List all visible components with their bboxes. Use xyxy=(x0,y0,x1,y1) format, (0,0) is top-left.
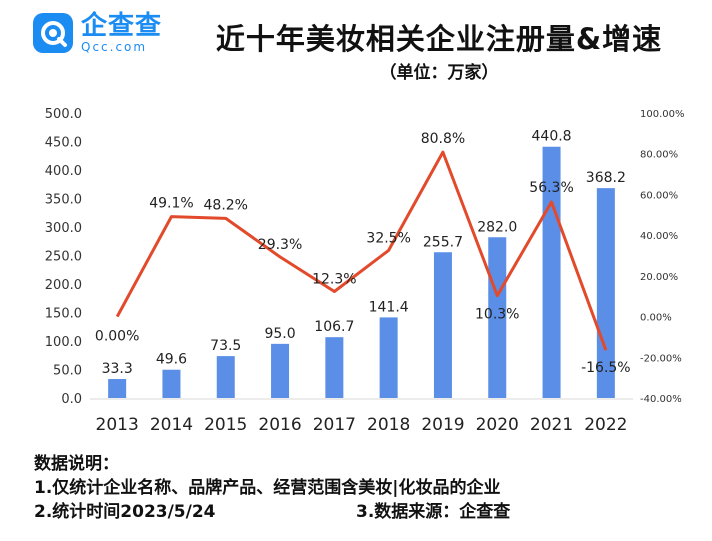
growth-value-label: 10.3% xyxy=(475,307,519,323)
bar-value-label: 368.2 xyxy=(586,170,626,186)
notes-heading: 数据说明： xyxy=(34,454,119,474)
bar-value-label: 282.0 xyxy=(477,219,517,235)
brand-name: 企查查 xyxy=(81,11,163,41)
bar xyxy=(216,356,235,398)
growth-value-label: 56.3% xyxy=(529,180,573,196)
y-left-tick-label: 400.0 xyxy=(45,164,82,179)
growth-line xyxy=(115,150,608,351)
combo-chart: 0.0 50.0 100.0 150.0 200.0 250.0 300.0 350.0 400… xyxy=(45,107,685,435)
y-right-tick-label: -20.00% xyxy=(640,353,682,364)
growth-value-label: 49.1% xyxy=(149,196,193,212)
y-left-tick-label: 50.0 xyxy=(53,364,82,379)
bar-value-label: 95.0 xyxy=(264,326,295,342)
growth-value-label: -16.5% xyxy=(581,360,631,376)
y-left-tick-label: 450.0 xyxy=(45,136,82,151)
bar xyxy=(488,237,507,398)
bar-value-label: 141.4 xyxy=(369,299,409,315)
bar-value-label: 255.7 xyxy=(423,234,463,250)
y-left-tick-label: 150.0 xyxy=(45,307,82,322)
y-left-tick-label: 350.0 xyxy=(45,193,82,208)
qcc-logo-icon xyxy=(33,13,73,53)
growth-value-label: 32.5% xyxy=(366,230,410,246)
y-left-tick-label: 300.0 xyxy=(45,221,82,236)
bar xyxy=(596,188,615,398)
note-date: 2.统计时间2023/5/24 xyxy=(34,502,216,522)
bar-value-label: 106.7 xyxy=(314,319,354,335)
y-right-tick-label: 100.00% xyxy=(640,109,685,120)
x-tick-label: 2021 xyxy=(530,415,573,435)
note-source: 3.数据来源：企查查 xyxy=(356,502,511,522)
y-right-tick-label: 60.00% xyxy=(640,190,678,201)
growth-value-label: 29.3% xyxy=(258,237,302,253)
bar xyxy=(162,369,181,398)
brand-domain: Qcc.com xyxy=(81,40,148,54)
y-left-tick-label: 500.0 xyxy=(45,107,82,122)
y-right-tick-label: -40.00% xyxy=(640,394,682,405)
y-left-tick-label: 200.0 xyxy=(45,278,82,293)
x-tick-label: 2022 xyxy=(584,415,627,435)
note-scope: 1.仅统计企业名称、品牌产品、经营范围含美妆|化妆品的企业 xyxy=(34,478,501,498)
x-tick-label: 2014 xyxy=(150,415,193,435)
x-tick-label: 2016 xyxy=(258,415,301,435)
bar xyxy=(379,317,398,398)
y-left-tick-label: 100.0 xyxy=(45,335,82,350)
growth-value-label: 12.3% xyxy=(312,272,356,288)
bar-value-label: 33.3 xyxy=(102,361,133,377)
bar xyxy=(271,343,290,398)
x-tick-label: 2019 xyxy=(421,415,464,435)
y-right-tick-label: 20.00% xyxy=(640,272,678,283)
y-left-tick-label: 0.0 xyxy=(61,392,82,407)
data-notes: 数据说明： 1.仅统计企业名称、品牌产品、经营范围含美妆|化妆品的企业 2.统计… xyxy=(34,452,684,524)
y-left-tick-label: 250.0 xyxy=(45,250,82,265)
x-tick-label: 2020 xyxy=(476,415,519,435)
y-right-tick-label: 0.00% xyxy=(640,313,672,324)
brand-logo: 企查查 Qcc.com xyxy=(33,12,162,54)
x-tick-label: 2018 xyxy=(367,415,410,435)
bar xyxy=(325,337,344,398)
x-tick-label: 2017 xyxy=(313,415,356,435)
y-right-tick-label: 40.00% xyxy=(640,231,678,242)
bar-value-label: 73.5 xyxy=(210,338,241,354)
bar-value-label: 49.6 xyxy=(156,352,187,368)
growth-value-label: 80.8% xyxy=(421,131,465,147)
bar xyxy=(433,252,452,398)
bar-value-label: 440.8 xyxy=(532,129,572,145)
growth-value-label: 48.2% xyxy=(204,197,248,213)
bar xyxy=(108,379,127,398)
chart-subtitle: （单位：万家） xyxy=(379,63,499,83)
y-right-tick-label: 80.00% xyxy=(640,150,678,161)
chart-title: 近十年美妆相关企业注册量&增速 xyxy=(215,22,663,56)
x-tick-label: 2015 xyxy=(204,415,247,435)
x-tick-label: 2013 xyxy=(96,415,139,435)
growth-value-label: 0.00% xyxy=(95,329,139,345)
